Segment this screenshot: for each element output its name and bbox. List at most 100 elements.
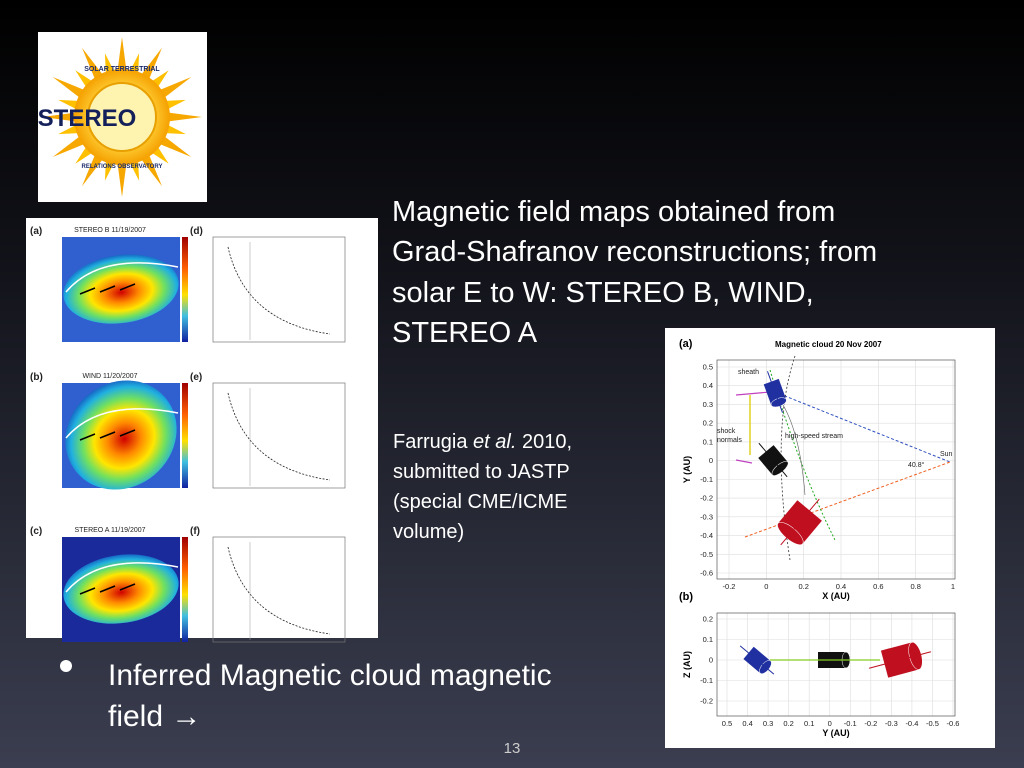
y-tick-label: -0.2 [700, 697, 713, 706]
ray [52, 134, 87, 157]
x-tick-label: -0.6 [947, 719, 960, 728]
y-tick-label: 0.1 [703, 437, 713, 446]
citation-line: submitted to JASTP [393, 461, 570, 483]
y-tick-label: 0.5 [703, 363, 713, 372]
citation-year: 2010, [522, 431, 572, 453]
x-tick-label: 0.8 [910, 582, 920, 591]
logo-ring-bottom: RELATIONS OBSERVATORY [82, 164, 163, 170]
ray [52, 77, 87, 100]
x-tick-label: 1 [951, 582, 955, 591]
rope-axis [739, 645, 775, 675]
axis-label: Z (AU) [682, 651, 692, 678]
x-tick-label: 0.4 [836, 582, 846, 591]
bullet-line: field → [108, 700, 201, 733]
flux-rope [763, 371, 787, 413]
caption-line: solar E to W: STEREO B, WIND, [392, 277, 814, 309]
caption-line: STEREO A [392, 317, 538, 349]
y-tick-label: -0.6 [700, 569, 713, 578]
ray [139, 152, 162, 187]
rope-axis [767, 371, 783, 413]
ray [165, 112, 202, 122]
rope-axis [868, 651, 932, 669]
x-tick-label: 0.6 [873, 582, 883, 591]
shock-front [780, 355, 796, 561]
plot-title: Magnetic cloud 20 Nov 2007 [775, 340, 882, 349]
map-boundary [65, 408, 179, 439]
map-vectors [79, 283, 136, 295]
x-tick-label: 0.2 [783, 719, 793, 728]
y-tick-label: -0.1 [700, 475, 713, 484]
y-tick-label: -0.5 [700, 550, 713, 559]
axis-label: X (AU) [822, 591, 850, 601]
x-tick-label: 0.1 [804, 719, 814, 728]
panel-letter: (a) [30, 226, 42, 237]
y-tick-label: 0.3 [703, 400, 713, 409]
map-boundary [65, 562, 179, 593]
map-boundary [65, 262, 179, 293]
ray [82, 47, 105, 82]
panel-letter: (d) [190, 226, 203, 237]
caption-line: Grad-Shafranov reconstructions; from [392, 236, 877, 268]
y-tick-label: 0 [709, 456, 713, 465]
citation-line: (special CME/ICME [393, 491, 567, 513]
panel-title: WIND 11/20/2007 [82, 373, 137, 380]
colorbar [182, 537, 188, 642]
left-figure: (a) (d) STEREO B 11/19/2007 (b) (e) WIND 11/2… [26, 218, 378, 643]
x-tick-label: -0.2 [723, 582, 736, 591]
plot-frame [212, 236, 346, 343]
x-tick-label: -0.3 [885, 719, 898, 728]
y-tick-label: 0 [709, 656, 713, 665]
ray [42, 112, 79, 122]
logo-ring-top: SOLAR TERRESTRIAL [84, 66, 160, 73]
caption-line: Magnetic field maps obtained from [392, 196, 835, 228]
flux-rope [777, 498, 822, 546]
panel-letter: (a) [679, 338, 693, 350]
panel-letter: (c) [30, 526, 42, 537]
citation-italic: et al. [473, 431, 516, 453]
ray [117, 37, 127, 74]
ray [139, 47, 162, 82]
rope-axis [758, 442, 788, 478]
panel-title: STEREO A 11/19/2007 [74, 527, 145, 534]
bullet-dot [60, 660, 72, 672]
colorbar [182, 237, 188, 342]
logo: SOLAR TERRESTRIAL RELATIONS OBSERVATORY … [38, 32, 207, 202]
panel-letter: (e) [190, 372, 202, 383]
map-vectors [79, 583, 136, 595]
plot-frame [212, 382, 346, 489]
flux-rope [758, 442, 789, 478]
axis-label: Y (AU) [682, 456, 692, 483]
x-tick-label: -0.2 [864, 719, 877, 728]
annotation: Sun [940, 451, 953, 458]
y-tick-label: 0.4 [703, 381, 713, 390]
rope-axis [780, 498, 820, 546]
right-figure: -0.2 0 0.2 0.4 0.6 0.8 1 0.5 0.4 0.3 0.2 0.1 0 -0.1 -0… [665, 328, 995, 748]
panel-title: STEREO B 11/19/2007 [74, 227, 146, 234]
ray [82, 152, 105, 187]
panel-letter: (b) [679, 591, 693, 603]
annotation: sheath [738, 369, 759, 376]
plot-frame [716, 359, 956, 580]
x-tick-label: 0 [828, 719, 832, 728]
x-tick-label: -0.4 [905, 719, 918, 728]
annotation: normals [717, 437, 742, 444]
ray [157, 134, 192, 157]
bullet-line: Inferred Magnetic cloud magnetic [108, 659, 552, 692]
citation-line: volume) [393, 521, 464, 543]
y-tick-label: 0.1 [703, 635, 713, 644]
y-tick-label: 0.2 [703, 615, 713, 624]
panel-letter: (f) [190, 526, 200, 537]
x-tick-label: -0.5 [926, 719, 939, 728]
x-tick-label: 0.3 [763, 719, 773, 728]
annotation: 40.8° [908, 461, 925, 469]
map-vectors [79, 429, 136, 441]
citation-line: Farrugia et al. 2010, [393, 431, 572, 453]
ray [117, 160, 127, 197]
normals [735, 391, 771, 464]
axis-label: Y (AU) [822, 728, 849, 738]
citation: Farrugia et al. 2010, submitted to JASTP… [393, 431, 572, 543]
plot-frame [212, 536, 346, 643]
panel-letter: (b) [30, 372, 43, 383]
citation-author: Farrugia [393, 431, 468, 453]
